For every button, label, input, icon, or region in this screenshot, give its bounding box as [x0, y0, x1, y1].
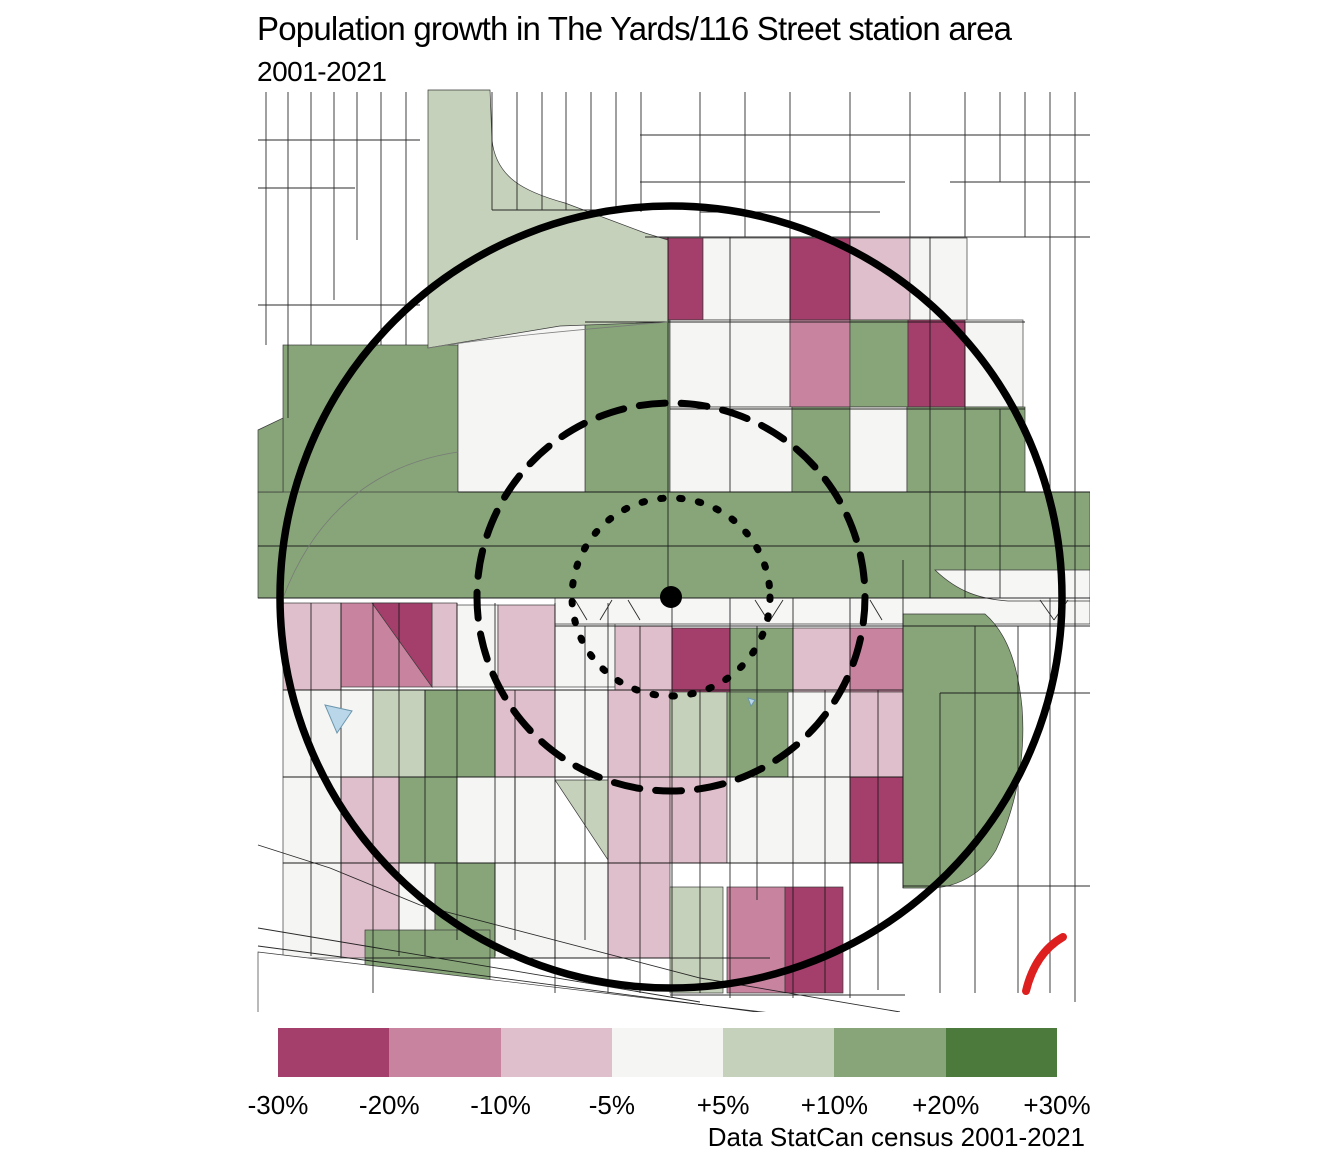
station-marker-layer — [660, 586, 682, 608]
neighbourhood-boundary-lines — [282, 321, 669, 599]
census-block — [849, 691, 904, 778]
census-block — [669, 691, 728, 778]
census-block — [514, 776, 556, 864]
census-block — [457, 321, 586, 493]
census-block — [789, 237, 851, 321]
census-block — [456, 776, 516, 864]
legend-swatch-3 — [611, 1028, 724, 1077]
census-block — [494, 862, 556, 959]
grid-verticals-south — [310, 560, 1051, 998]
lrt-line-segment — [1022, 933, 1067, 995]
legend-label: -20% — [358, 1090, 420, 1120]
distance-rings — [276, 202, 1066, 992]
legend-swatch-5 — [834, 1028, 946, 1077]
census-block — [614, 625, 673, 693]
census-block — [431, 602, 458, 688]
magenta-triangle — [371, 602, 433, 689]
census-block — [497, 604, 556, 688]
census-block — [702, 237, 791, 321]
grid-verticals-mid — [667, 237, 1001, 600]
grid-verticals-nw — [265, 92, 407, 418]
legend-label: +20% — [912, 1090, 980, 1120]
sw-valley-cut — [257, 951, 767, 1012]
water-layer — [324, 697, 756, 735]
legend-color-scale — [278, 1028, 1057, 1077]
small-pond — [747, 697, 756, 708]
census-block — [726, 776, 851, 864]
grid-diagonal-roads — [257, 844, 901, 1012]
legend-bin-labels: -30% -20% -10% -5% +5% +10% +20% +30% — [0, 1090, 1344, 1120]
legend-label: -10% — [470, 1090, 531, 1120]
street-grid — [257, 92, 1090, 1012]
census-block — [906, 406, 1026, 493]
census-block — [849, 406, 908, 493]
figure-subtitle: 2001-2021 — [257, 56, 387, 87]
figure-title: Population growth in The Yards/116 Stree… — [257, 10, 1012, 47]
legend-label: -30% — [247, 1090, 309, 1120]
east-white-wedge — [934, 569, 1090, 602]
radius-ring-middle — [473, 399, 869, 795]
legend-swatch-1 — [389, 1028, 501, 1077]
census-block — [554, 689, 609, 778]
data-source-caption: Data StatCan census 2001-2021 — [707, 1122, 1085, 1152]
radius-ring-inner — [568, 494, 774, 700]
legend-label: +10% — [800, 1090, 869, 1120]
census-block — [607, 862, 671, 959]
census-block — [849, 776, 904, 864]
census-block — [964, 319, 1024, 408]
census-block — [282, 862, 342, 959]
census-block — [907, 319, 966, 408]
census-block — [424, 689, 496, 778]
census-block — [669, 406, 793, 493]
legend-swatch-4 — [723, 1028, 835, 1077]
census-block — [671, 627, 731, 693]
legend-swatch-6 — [945, 1028, 1057, 1077]
census-block — [789, 319, 851, 408]
grid-verticals-ne — [699, 92, 1076, 1002]
census-block — [282, 776, 342, 864]
census-block — [849, 319, 909, 408]
ravine — [427, 89, 669, 349]
legend-label: +5% — [696, 1090, 750, 1120]
census-block — [398, 776, 458, 864]
legend-label: -5% — [588, 1090, 635, 1120]
census-block — [909, 237, 968, 321]
left-edge-wedge — [257, 417, 284, 493]
census-block — [494, 689, 556, 778]
census-block — [784, 886, 844, 994]
radius-ring-outer — [276, 202, 1066, 992]
east-green-area — [902, 613, 1024, 889]
station-marker — [660, 586, 682, 608]
census-block — [607, 689, 671, 778]
legend-swatch-0 — [278, 1028, 390, 1077]
pond — [324, 704, 353, 735]
census-block — [726, 691, 789, 778]
census-block — [787, 691, 851, 778]
census-block — [554, 862, 609, 959]
census-block — [792, 627, 851, 693]
legend-label: +30% — [1023, 1090, 1091, 1120]
census-block — [669, 886, 724, 994]
green-wedge — [554, 779, 609, 862]
rail-corridor-ticks — [574, 599, 1069, 623]
legend-swatch-2 — [500, 1028, 612, 1077]
rail-corridor — [554, 597, 1090, 625]
grid-verticals-top-lots — [491, 92, 642, 212]
census-block — [282, 602, 342, 691]
